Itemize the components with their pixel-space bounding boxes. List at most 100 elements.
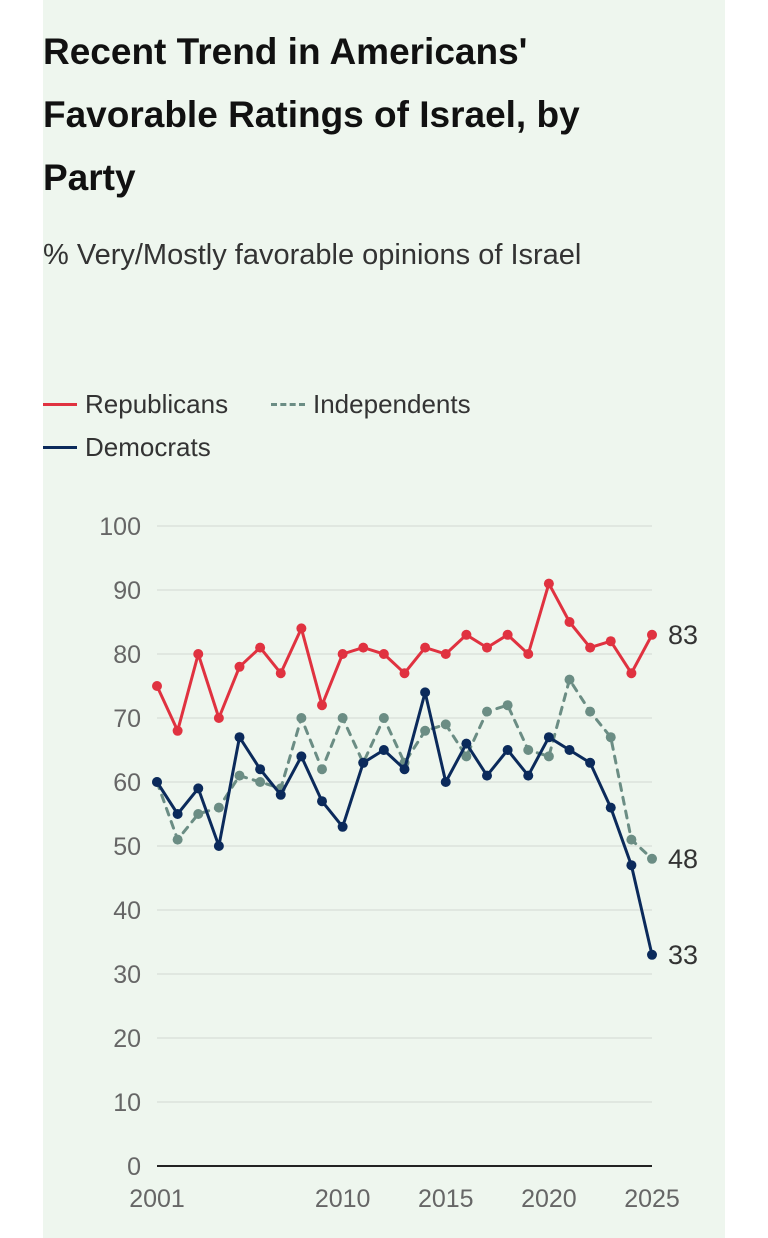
data-point-republicans [399,668,410,679]
data-point-republicans [358,642,369,653]
y-tick-label: 50 [113,833,141,861]
data-point-democrats [296,751,307,762]
end-label-republicans: 83 [668,620,698,650]
data-point-democrats [213,841,224,851]
data-point-republicans [543,578,554,589]
legend-item-republicans: Republicans [43,389,228,420]
end-label-independents: 48 [668,844,698,874]
data-point-republicans [296,623,307,634]
data-point-democrats [255,764,266,775]
y-tick-label: 40 [113,897,141,925]
y-tick-label: 60 [113,769,141,797]
legend-item-democrats: Democrats [43,432,211,463]
data-point-republicans [461,629,472,640]
data-point-republicans [420,642,431,653]
y-tick-label: 0 [127,1153,141,1181]
data-point-democrats [440,777,451,787]
y-tick-label: 10 [113,1089,141,1117]
data-point-republicans [605,636,616,647]
data-point-republicans [255,642,266,653]
data-point-republicans [647,629,657,640]
data-point-democrats [358,757,369,768]
y-tick-label: 90 [113,577,141,605]
x-tick-label: 2010 [315,1185,371,1213]
data-point-democrats [193,783,204,794]
data-point-democrats [502,745,513,755]
data-point-republicans [234,661,245,672]
y-tick-label: 30 [113,961,141,989]
data-point-independents [296,713,307,723]
data-point-democrats [626,860,637,871]
data-point-republicans [440,649,451,659]
x-tick-label: 2020 [521,1185,577,1213]
data-point-independents [213,802,224,813]
data-point-democrats [275,789,286,800]
data-point-democrats [378,745,389,755]
data-point-independents [255,777,266,787]
data-point-independents [605,732,616,743]
y-tick-label: 70 [113,705,141,733]
legend-swatch-republicans [43,403,77,406]
y-tick-label: 20 [113,1025,141,1053]
data-point-democrats [605,802,616,813]
y-tick-label: 80 [113,641,141,669]
legend-label-republicans: Republicans [85,389,229,419]
data-point-independents [193,809,204,819]
data-point-democrats [585,757,596,768]
legend-swatch-independents [271,403,305,406]
grid-layer [157,525,652,1103]
legend-label-democrats: Democrats [85,432,211,462]
data-point-republicans [172,725,183,736]
data-point-democrats [172,809,183,819]
data-point-republicans [317,700,327,711]
data-point-democrats [234,732,245,743]
data-point-independents [378,713,389,723]
data-point-independents [523,745,534,755]
data-point-democrats [564,745,575,755]
data-point-democrats [317,796,327,807]
data-point-republicans [213,713,224,723]
data-point-democrats [482,770,492,781]
data-point-democrats [647,949,657,960]
x-tick-label: 2025 [624,1185,680,1213]
chart-card [43,0,725,1238]
data-point-independents [461,751,472,762]
x-tick-label: 2015 [418,1185,474,1213]
data-point-democrats [543,732,554,743]
series-line-democrats [155,690,654,957]
end-label-democrats: 33 [668,940,698,970]
data-point-independents [564,674,575,685]
series-layer [152,578,657,960]
data-point-independents [543,751,554,762]
data-point-democrats [523,770,534,781]
chart-title: Recent Trend in Americans' Favorable Rat… [43,31,580,198]
data-point-republicans [523,649,534,659]
data-point-democrats [337,821,348,832]
data-point-democrats [399,764,410,775]
data-point-republicans [585,642,596,653]
data-point-republicans [378,649,389,659]
data-point-democrats [152,777,162,787]
data-point-independents [317,764,327,775]
data-point-independents [502,700,513,711]
y-tick-label: 100 [99,513,141,541]
data-point-independents [440,719,451,730]
data-point-independents [585,706,596,717]
data-point-republicans [193,649,204,659]
data-point-republicans [275,668,286,679]
data-point-independents [172,834,183,845]
x-tick-label: 2001 [129,1185,185,1213]
legend-item-independents: Independents [271,389,471,420]
data-point-republicans [626,668,637,679]
data-point-republicans [482,642,492,653]
data-point-republicans [564,617,575,627]
series-line-republicans [155,582,654,733]
data-point-independents [234,770,245,781]
data-point-independents [482,706,492,717]
axis-layer: 0 10 20 30 40 50 60 70 80 90 100 2001 2010 2015 2020 20… [99,513,680,1213]
chart-subtitle: % Very/Mostly favorable opinions of Isra… [43,239,582,271]
data-point-independents [337,713,348,723]
label-layer: 83 48 33 [668,620,698,970]
data-point-independents [420,725,431,736]
